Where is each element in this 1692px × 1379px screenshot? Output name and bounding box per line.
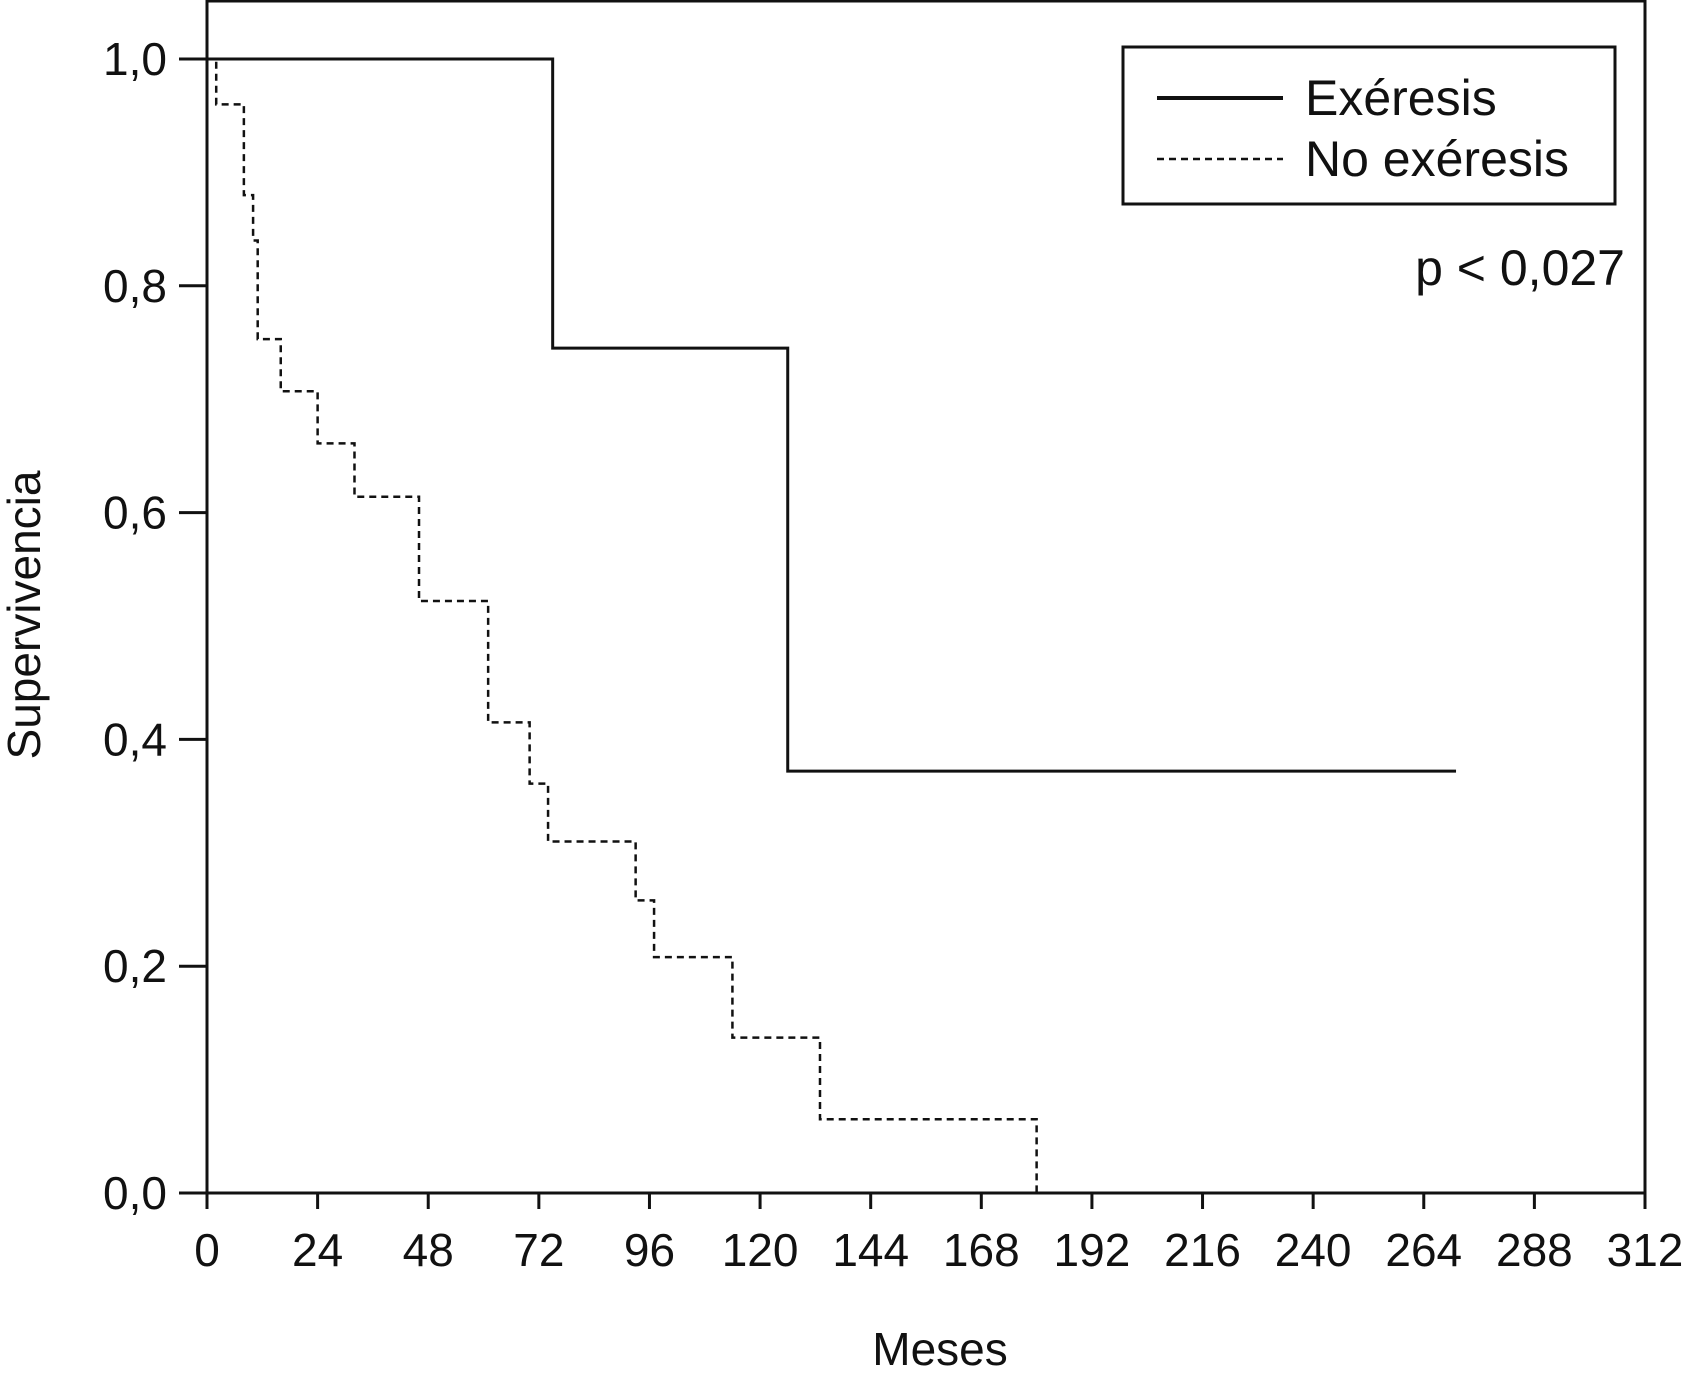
legend-label: Exéresis — [1305, 70, 1497, 126]
x-tick-label: 288 — [1496, 1224, 1573, 1276]
series-layer — [207, 57, 1457, 1193]
x-tick-label: 264 — [1385, 1224, 1462, 1276]
y-tick-label: 0,0 — [103, 1167, 167, 1219]
x-tick-label: 168 — [943, 1224, 1020, 1276]
legend-box — [1121, 45, 1617, 206]
y-tick-label: 0,2 — [103, 940, 167, 992]
y-axis-label: Supervivencia — [0, 470, 50, 759]
x-tick-label: 72 — [513, 1224, 564, 1276]
y-tick-label: 0,4 — [103, 713, 167, 765]
y-tick-label: 1,0 — [103, 33, 167, 85]
x-tick-label: 312 — [1607, 1224, 1684, 1276]
x-tick-label: 0 — [194, 1224, 220, 1276]
plot-frame-group — [205, 0, 1647, 1193]
x-tick-label: 96 — [624, 1224, 675, 1276]
x-tick-label: 240 — [1275, 1224, 1352, 1276]
y-axis: 0,0 0,2 0,4 0,6 0,8 1,0 — [103, 33, 207, 1219]
p-value-annotation: p < 0,027 — [1415, 240, 1625, 296]
x-axis-label: Meses — [872, 1323, 1007, 1375]
series-line-no-exeresis — [207, 57, 1038, 1193]
y-tick-label: 0,6 — [103, 487, 167, 539]
x-tick-label: 120 — [722, 1224, 799, 1276]
x-tick-label: 48 — [403, 1224, 454, 1276]
series-line-exeresis — [207, 57, 1457, 773]
y-tick-label: 0,8 — [103, 260, 167, 312]
x-tick-label: 192 — [1054, 1224, 1131, 1276]
x-tick-label: 216 — [1164, 1224, 1241, 1276]
legend-label: No exéresis — [1305, 131, 1569, 187]
x-tick-label: 24 — [292, 1224, 343, 1276]
plot-frame — [205, 0, 1647, 1193]
x-tick-label: 144 — [832, 1224, 909, 1276]
x-axis: 0 24 48 72 96 120 144 168 192 216 240 264 288 312 — [194, 1191, 1684, 1276]
